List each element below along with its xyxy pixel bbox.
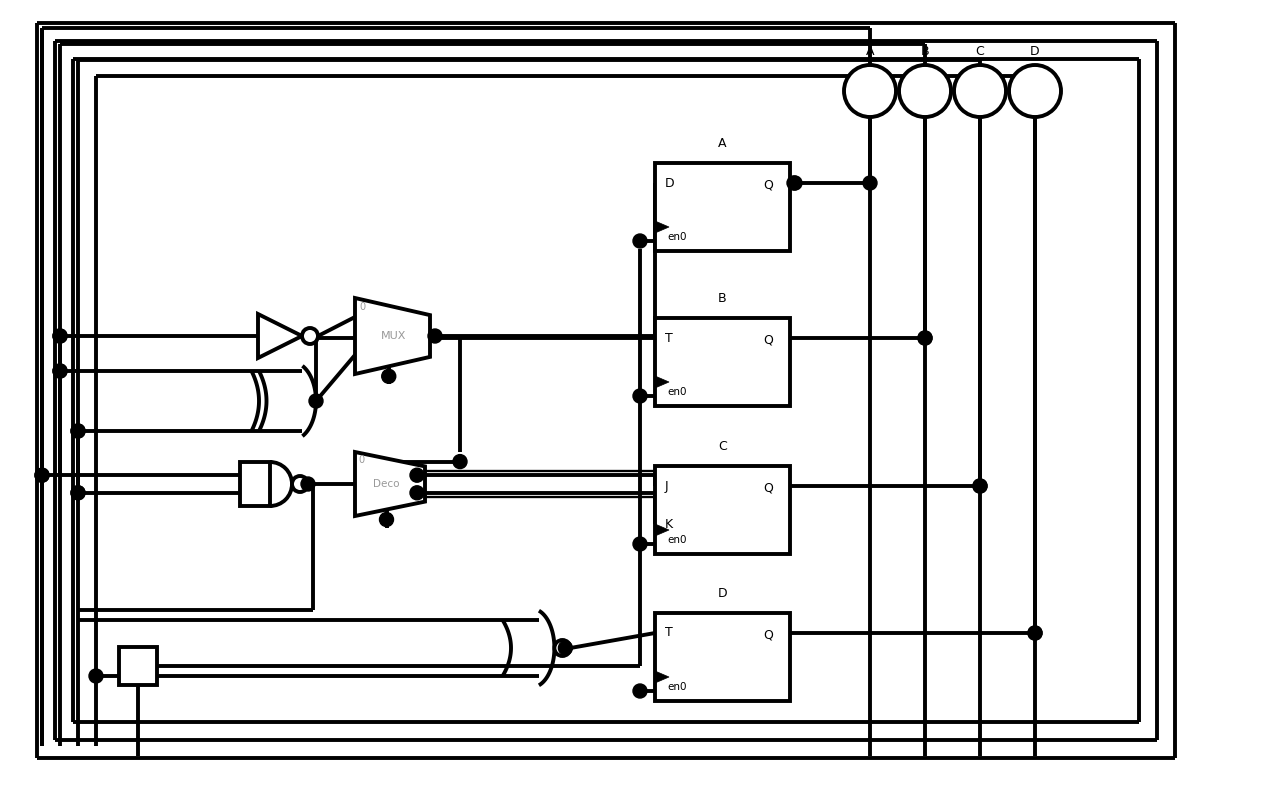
Circle shape (71, 486, 85, 500)
Circle shape (293, 476, 308, 492)
Circle shape (53, 364, 67, 378)
Circle shape (918, 331, 932, 345)
Circle shape (918, 331, 932, 345)
Circle shape (53, 329, 67, 343)
Polygon shape (655, 524, 669, 536)
Circle shape (36, 468, 50, 482)
Circle shape (633, 537, 647, 551)
Circle shape (787, 176, 803, 190)
Polygon shape (355, 452, 425, 516)
Circle shape (845, 65, 895, 117)
Circle shape (633, 234, 647, 248)
Text: en0: en0 (667, 232, 687, 242)
Text: x1: x1 (864, 86, 876, 96)
Circle shape (71, 486, 85, 500)
Circle shape (71, 424, 85, 438)
Bar (655, 318, 790, 406)
Circle shape (899, 65, 951, 117)
Circle shape (954, 65, 1006, 117)
Circle shape (1009, 65, 1061, 117)
Bar (655, 613, 790, 701)
Text: en0: en0 (667, 535, 687, 545)
Text: C: C (976, 45, 985, 57)
Circle shape (410, 486, 424, 500)
Bar (655, 163, 790, 251)
Text: D: D (1030, 45, 1039, 57)
Circle shape (301, 328, 318, 344)
Text: Q: Q (763, 629, 773, 642)
Circle shape (1028, 626, 1042, 640)
Text: 0: 0 (359, 302, 365, 312)
Circle shape (633, 684, 647, 698)
Polygon shape (655, 671, 669, 683)
Circle shape (633, 389, 647, 403)
Text: x1: x1 (1028, 86, 1042, 96)
Polygon shape (655, 376, 669, 388)
Text: T: T (665, 331, 673, 345)
Text: Q: Q (763, 178, 773, 192)
Circle shape (1028, 626, 1042, 640)
Text: A: A (719, 137, 726, 150)
Text: Deco: Deco (373, 479, 399, 489)
Circle shape (555, 640, 570, 656)
Circle shape (382, 369, 396, 384)
Bar (655, 466, 790, 554)
Circle shape (410, 468, 424, 482)
Text: T: T (665, 626, 673, 639)
Circle shape (558, 641, 572, 655)
Circle shape (53, 364, 67, 378)
Circle shape (787, 176, 801, 190)
Text: en0: en0 (667, 682, 687, 692)
Text: Q: Q (763, 482, 773, 494)
Circle shape (862, 176, 876, 190)
Polygon shape (258, 314, 301, 358)
Circle shape (71, 424, 85, 438)
Text: J: J (665, 479, 669, 493)
Circle shape (427, 329, 441, 343)
Circle shape (309, 394, 323, 408)
Text: C: C (719, 440, 726, 453)
Text: B: B (719, 292, 726, 305)
Circle shape (301, 477, 315, 491)
Circle shape (379, 513, 393, 526)
Text: Q: Q (763, 334, 773, 346)
Polygon shape (355, 298, 430, 374)
Text: MUX: MUX (382, 331, 407, 341)
Bar (120, 647, 156, 685)
Text: A: A (866, 45, 874, 57)
Text: D: D (717, 587, 728, 600)
Text: B: B (921, 45, 930, 57)
Text: 0: 0 (357, 455, 364, 465)
Text: D: D (665, 177, 674, 189)
Circle shape (973, 479, 987, 493)
Text: K: K (665, 517, 673, 530)
Text: x1: x1 (973, 86, 987, 96)
Circle shape (453, 455, 467, 469)
Bar (240, 462, 270, 506)
Circle shape (89, 669, 103, 683)
Text: en0: en0 (667, 387, 687, 397)
Polygon shape (655, 221, 669, 233)
Circle shape (53, 329, 67, 343)
Text: x1: x1 (918, 86, 932, 96)
Circle shape (973, 479, 987, 493)
Circle shape (36, 468, 50, 482)
